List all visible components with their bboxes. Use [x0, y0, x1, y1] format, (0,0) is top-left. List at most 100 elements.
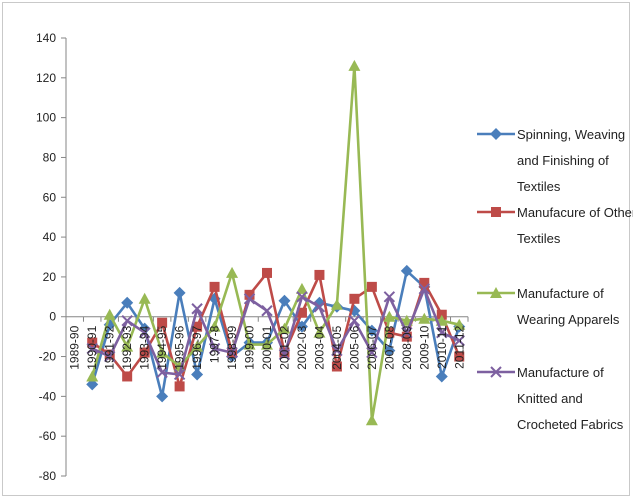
- data-point: [261, 338, 273, 350]
- data-point: [349, 293, 360, 304]
- data-point: [173, 368, 186, 381]
- data-point: [278, 322, 291, 334]
- x-tick-label: 1998-99: [225, 325, 239, 369]
- data-point: [453, 334, 465, 347]
- data-point: [156, 390, 169, 403]
- legend-entry-2: Manufacure of Other Textiles: [477, 205, 633, 246]
- data-point: [103, 350, 116, 363]
- data-point: [156, 346, 169, 358]
- data-point: [418, 312, 431, 324]
- series-4: [86, 283, 465, 381]
- legend-marker: [491, 207, 501, 217]
- data-point: [278, 294, 291, 307]
- x-tick-label: 1991-92: [103, 325, 117, 369]
- series-line: [91, 271, 461, 388]
- x-tick-labels: 1989-90 1990-91 1991-92 1992-93 1993-94 1994-…: [68, 325, 467, 369]
- data-point: [366, 346, 378, 359]
- x-tick-label: 2006-07: [365, 325, 379, 369]
- data-point: [191, 340, 204, 352]
- axes: 140 120 100 80 60 40 20 0 -20 -40 -60 -80: [36, 31, 469, 483]
- data-point: [226, 266, 239, 278]
- data-point: [139, 347, 150, 358]
- y-tick-label: -20: [39, 350, 57, 364]
- data-point: [261, 305, 273, 317]
- data-point: [192, 321, 203, 332]
- legend-label: and Finishing of: [517, 153, 609, 168]
- y-tick-label: 60: [43, 190, 57, 204]
- data-point: [454, 351, 465, 362]
- legend-marker: [490, 128, 502, 140]
- legend-entry-1: Spinning, Weaving and Finishing of Textile…: [477, 127, 625, 194]
- legend-label: Crocheted Fabrics: [517, 417, 624, 432]
- data-point: [313, 326, 326, 338]
- data-point: [173, 360, 186, 372]
- data-point: [86, 342, 98, 355]
- data-point: [156, 366, 168, 379]
- data-point: [313, 301, 326, 313]
- data-point: [383, 310, 396, 322]
- x-tick-label: 2004-05: [330, 325, 344, 369]
- y-tick-label: 20: [43, 270, 57, 284]
- data-point: [383, 344, 396, 357]
- data-point: [157, 317, 168, 328]
- x-tick-label: 1993-94: [138, 325, 152, 369]
- x-tick-label: 2010-11: [435, 325, 449, 368]
- legend-entry-3: Manufacture of Wearing Apparels: [477, 286, 620, 327]
- data-point: [330, 298, 343, 310]
- data-point: [138, 292, 151, 304]
- data-point: [348, 315, 361, 327]
- data-point: [401, 326, 413, 339]
- data-point: [348, 59, 361, 71]
- data-point: [244, 289, 255, 300]
- x-tick-label: 2008-09: [400, 325, 414, 369]
- data-point: [209, 281, 220, 292]
- y-tick-label: 0: [49, 310, 56, 324]
- data-point: [278, 348, 291, 361]
- data-point: [103, 308, 116, 320]
- data-point: [122, 371, 133, 382]
- data-point: [365, 414, 378, 426]
- data-point: [262, 267, 272, 278]
- data-point: [121, 340, 134, 352]
- series-line: [91, 287, 460, 376]
- x-tick-label: 1996-97: [190, 325, 204, 369]
- data-point: [401, 331, 412, 342]
- x-tick-label: 1995-96: [173, 325, 187, 369]
- data-point: [331, 361, 342, 372]
- series-1: [86, 264, 466, 403]
- data-point: [418, 283, 431, 295]
- x-tick-label: 2005-06: [347, 325, 361, 369]
- y-tick-label: -40: [39, 389, 57, 403]
- data-point: [191, 303, 203, 315]
- data-point: [419, 277, 430, 288]
- x-tick-label: 1992-93: [120, 325, 134, 369]
- data-point: [121, 315, 133, 327]
- data-point: [331, 344, 343, 357]
- x-tick-label: 2000-01: [260, 325, 274, 369]
- legend-label: Manufacure of Other: [517, 205, 633, 220]
- data-point: [243, 338, 256, 350]
- legend-label: Manufacture of: [517, 286, 604, 301]
- data-point: [314, 269, 325, 280]
- data-point: [174, 381, 185, 392]
- data-point: [173, 286, 186, 299]
- data-point: [191, 368, 204, 381]
- y-tick-label: 80: [43, 150, 57, 164]
- data-point: [366, 281, 377, 292]
- data-point: [87, 337, 98, 348]
- data-point: [208, 342, 221, 355]
- legend-label: Knitted and: [517, 391, 583, 406]
- y-tick-label: 140: [36, 31, 56, 45]
- data-point: [384, 327, 395, 338]
- y-tick-label: -80: [39, 469, 57, 483]
- y-tick-label: -60: [39, 429, 57, 443]
- legend-label: Textiles: [517, 179, 561, 194]
- legend-marker: [490, 366, 502, 378]
- data-point: [453, 318, 466, 330]
- legend-label: Spinning, Weaving: [517, 127, 625, 142]
- data-point: [383, 291, 396, 303]
- x-tick-label: 2003-04: [312, 325, 326, 369]
